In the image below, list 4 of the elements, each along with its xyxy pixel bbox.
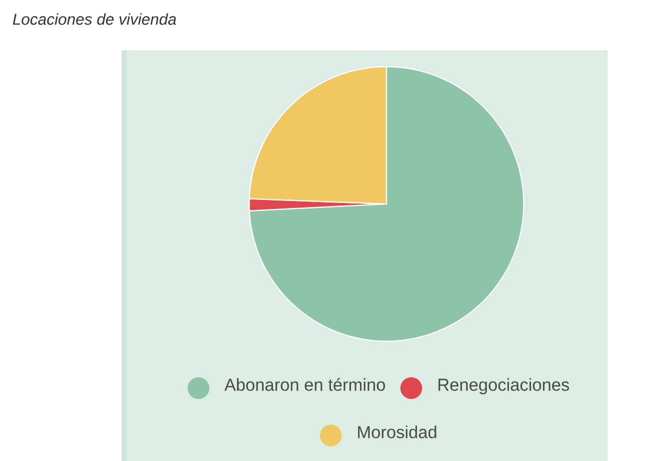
legend-label: Morosidad <box>358 426 436 438</box>
legend-label: Renegociaciones <box>438 378 570 394</box>
legend-label: Abonaron en término <box>224 378 385 391</box>
chart-title: Locaciones de vivienda <box>12 13 176 25</box>
